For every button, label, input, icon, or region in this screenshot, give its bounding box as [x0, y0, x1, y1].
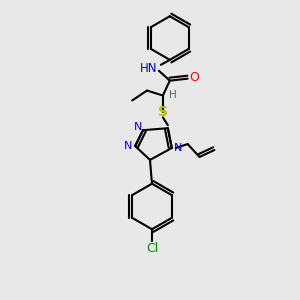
Text: N: N	[174, 143, 182, 153]
Text: N: N	[134, 122, 142, 132]
Text: O: O	[190, 71, 200, 84]
Text: S: S	[158, 105, 168, 119]
Text: H: H	[169, 89, 177, 100]
Text: HN: HN	[140, 62, 157, 75]
Text: N: N	[124, 141, 132, 151]
Text: Cl: Cl	[146, 242, 158, 255]
